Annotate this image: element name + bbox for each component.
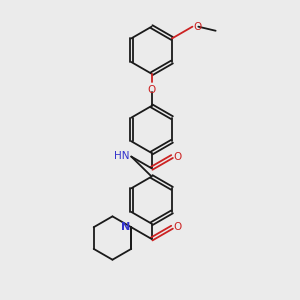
Text: HN: HN	[114, 151, 130, 161]
Text: O: O	[173, 222, 181, 232]
Text: O: O	[173, 152, 181, 161]
Text: N: N	[121, 222, 130, 232]
Text: O: O	[194, 22, 202, 32]
Text: O: O	[148, 85, 156, 95]
